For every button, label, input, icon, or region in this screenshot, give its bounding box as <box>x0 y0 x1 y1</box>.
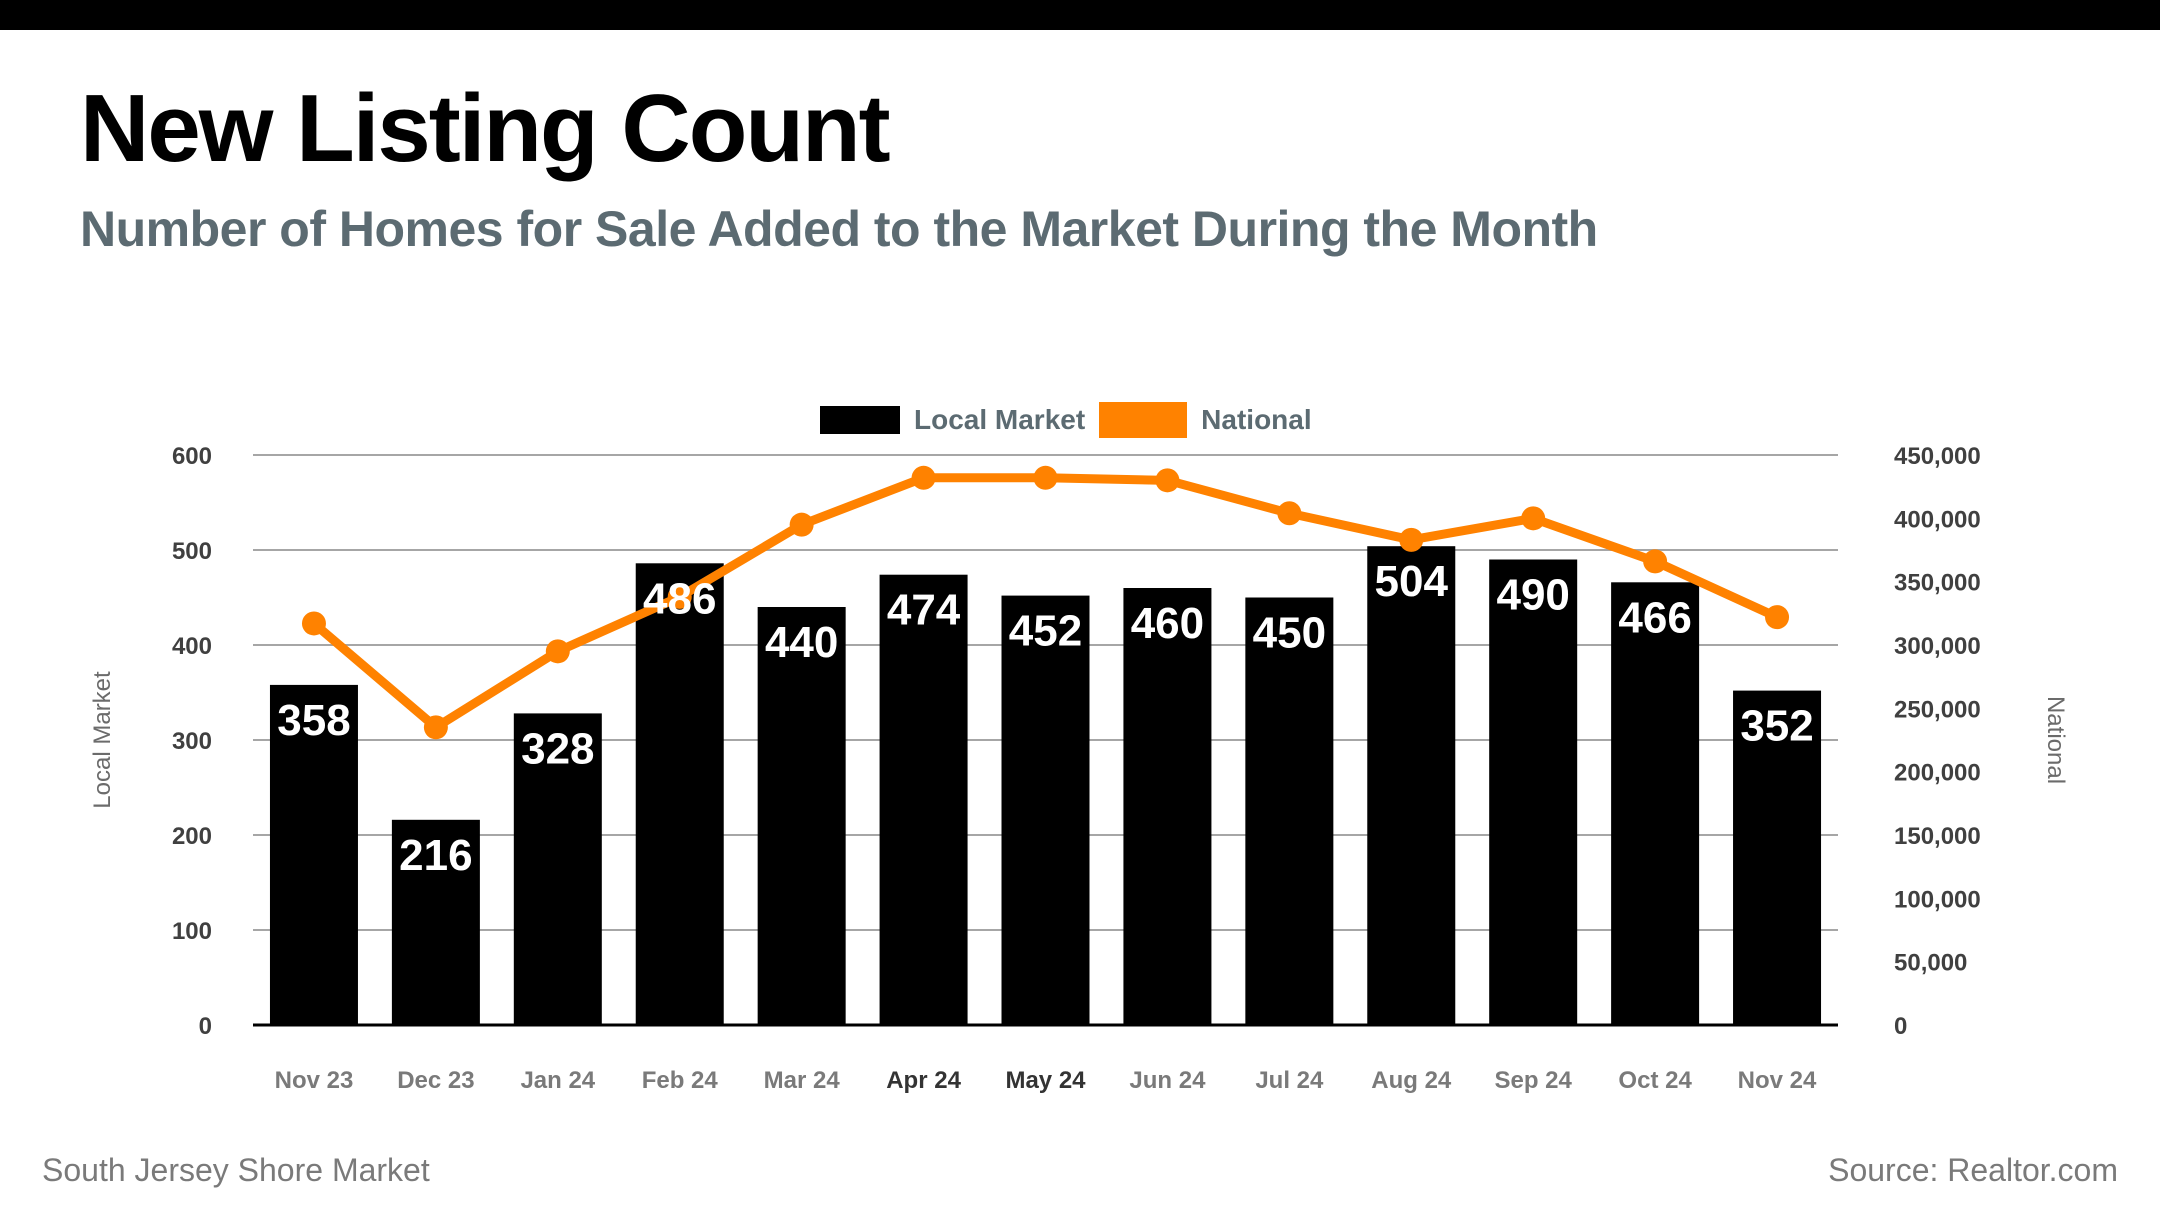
x-tick-label: Nov 23 <box>275 1067 354 1094</box>
national-point-sep-24[interactable] <box>1521 506 1546 531</box>
bar-local-jun-24[interactable] <box>1123 588 1212 1025</box>
x-tick-label: Feb 24 <box>642 1067 719 1094</box>
left-tick-label: 400 <box>172 633 212 660</box>
left-tick-label: 500 <box>172 538 212 565</box>
legend-label-local: Local Market <box>914 404 1086 435</box>
left-tick-label: 200 <box>172 823 212 850</box>
footer-market-name: South Jersey Shore Market <box>42 1152 430 1188</box>
national-point-nov-23[interactable] <box>301 611 326 636</box>
national-point-dec-23[interactable] <box>423 715 448 740</box>
national-point-aug-24[interactable] <box>1399 527 1424 552</box>
x-tick-label: Mar 24 <box>764 1067 841 1094</box>
right-axis-title: National <box>2042 696 2069 784</box>
bar-local-apr-24[interactable] <box>879 574 968 1025</box>
national-point-nov-24[interactable] <box>1765 605 1790 630</box>
left-axis-ticks: 0 100 200 300 400 500 600 <box>172 443 212 1040</box>
bar-local-jan-24[interactable] <box>513 713 602 1025</box>
bar-local-oct-24[interactable] <box>1611 582 1700 1025</box>
bar-local-may-24[interactable] <box>1001 595 1090 1025</box>
chart-subtitle: Number of Homes for Sale Added to the Ma… <box>80 201 1598 257</box>
x-tick-label: Jun 24 <box>1129 1067 1206 1094</box>
x-tick-label: May 24 <box>1005 1067 1086 1094</box>
national-point-jul-24[interactable] <box>1277 501 1302 526</box>
right-tick-label: 50,000 <box>1894 950 1967 977</box>
x-tick-label: Sep 24 <box>1494 1067 1572 1094</box>
bar-data-label: 452 <box>1009 607 1082 656</box>
legend-label-national: National <box>1201 404 1312 435</box>
bar-data-label: 504 <box>1375 557 1449 606</box>
legend: Local Market National <box>820 402 1326 438</box>
national-point-may-24[interactable] <box>1033 465 1058 490</box>
bar-local-dec-23[interactable] <box>391 819 480 1025</box>
legend-swatch-local <box>820 406 900 434</box>
right-axis-ticks: 0 50,000 100,000 150,000 200,000 250,000 300,0… <box>1894 443 1981 1040</box>
x-tick-label: Nov 24 <box>1738 1067 1817 1094</box>
bar-data-label: 474 <box>887 586 961 635</box>
x-tick-label: Aug 24 <box>1371 1067 1452 1094</box>
bar-local-nov-24[interactable] <box>1733 690 1822 1025</box>
bar-data-label: 486 <box>643 574 716 623</box>
right-tick-label: 300,000 <box>1894 633 1981 660</box>
x-tick-label: Oct 24 <box>1618 1067 1692 1094</box>
national-point-oct-24[interactable] <box>1643 549 1668 574</box>
national-point-jan-24[interactable] <box>545 639 570 664</box>
bar-data-labels: 358 216 328 486 440 474 452 460 450 504 490 466 352 <box>277 557 1813 880</box>
bar-local-sep-24[interactable] <box>1489 559 1578 1026</box>
x-tick-label: Dec 23 <box>397 1067 474 1094</box>
chart-title: New Listing Count <box>80 75 891 182</box>
right-tick-label: 250,000 <box>1894 696 1981 723</box>
bar-local-jul-24[interactable] <box>1245 597 1334 1026</box>
left-tick-label: 100 <box>172 918 212 945</box>
legend-item-local[interactable]: Local Market <box>820 404 1085 436</box>
national-line <box>301 465 1790 740</box>
right-tick-label: 350,000 <box>1894 570 1981 597</box>
bar-local-aug-24[interactable] <box>1367 546 1456 1025</box>
national-point-jun-24[interactable] <box>1155 468 1180 493</box>
right-tick-label: 100,000 <box>1894 886 1981 913</box>
bar-local-feb-24[interactable] <box>635 563 724 1025</box>
bars <box>269 546 1822 1026</box>
bar-local-nov-23[interactable] <box>269 684 358 1025</box>
national-point-apr-24[interactable] <box>911 465 936 490</box>
footer-source: Source: Realtor.com <box>1828 1152 2118 1188</box>
left-tick-label: 600 <box>172 443 212 470</box>
left-axis-title: Local Market <box>89 671 116 809</box>
left-tick-label: 300 <box>172 728 212 755</box>
x-tick-label: Jul 24 <box>1255 1067 1324 1094</box>
legend-item-national[interactable]: National <box>1099 402 1312 438</box>
bar-data-label: 450 <box>1253 609 1326 658</box>
left-tick-label: 0 <box>199 1013 212 1040</box>
x-tick-label: Jan 24 <box>520 1067 595 1094</box>
bar-data-label: 328 <box>521 724 594 773</box>
right-tick-label: 0 <box>1894 1013 1907 1040</box>
bar-data-label: 490 <box>1496 571 1569 620</box>
x-tick-label: Apr 24 <box>886 1067 961 1094</box>
right-tick-label: 200,000 <box>1894 760 1981 787</box>
right-tick-label: 400,000 <box>1894 506 1981 533</box>
top-bar <box>0 0 2160 30</box>
right-tick-label: 450,000 <box>1894 443 1981 470</box>
bar-data-label: 216 <box>399 831 472 880</box>
bar-local-mar-24[interactable] <box>757 607 846 1025</box>
bar-data-label: 460 <box>1131 599 1204 648</box>
national-point-mar-24[interactable] <box>789 512 814 537</box>
bar-data-label: 358 <box>277 696 350 745</box>
bar-data-label: 352 <box>1740 702 1813 751</box>
right-tick-label: 150,000 <box>1894 823 1981 850</box>
legend-swatch-national <box>1099 402 1188 438</box>
national-point-feb-24[interactable] <box>667 584 692 609</box>
bar-data-label: 440 <box>765 618 838 667</box>
bar-data-label: 466 <box>1618 593 1691 642</box>
x-axis-ticks: Nov 23 Dec 23 Jan 24 Feb 24 Mar 24 Apr 24 May … <box>275 1067 1817 1094</box>
